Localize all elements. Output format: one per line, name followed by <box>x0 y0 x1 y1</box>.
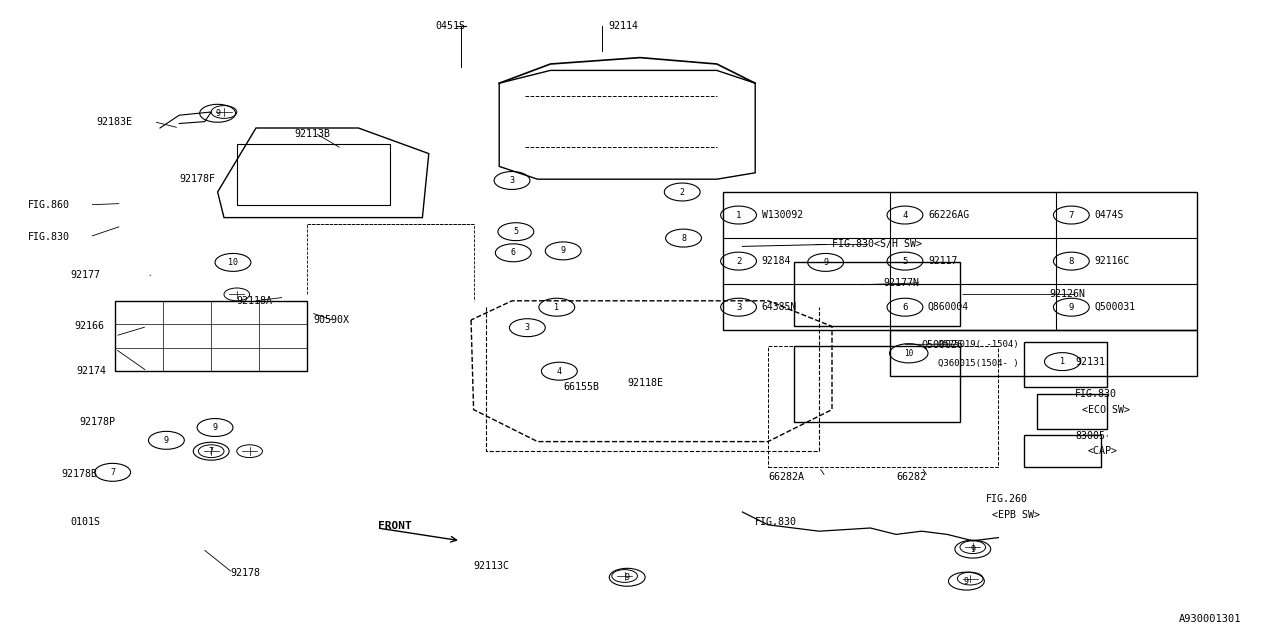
Bar <box>1037 394 1107 429</box>
Bar <box>723 192 1197 330</box>
Text: <CAP>: <CAP> <box>1088 446 1117 456</box>
Text: 1: 1 <box>736 211 741 220</box>
Text: 92177: 92177 <box>70 270 100 280</box>
Text: 92177N: 92177N <box>883 278 919 288</box>
Bar <box>237 144 390 205</box>
Text: 92117: 92117 <box>928 256 957 266</box>
Text: 8: 8 <box>1069 257 1074 266</box>
Text: 0451S: 0451S <box>435 20 465 31</box>
Text: FRONT: FRONT <box>378 521 411 531</box>
Text: Q500031: Q500031 <box>1094 302 1135 312</box>
Text: 8: 8 <box>681 234 686 243</box>
Text: FIG.830: FIG.830 <box>28 232 70 242</box>
Text: <ECO SW>: <ECO SW> <box>1082 404 1129 415</box>
Text: 3: 3 <box>509 176 515 185</box>
Text: 92113C: 92113C <box>474 561 509 572</box>
Bar <box>794 262 960 326</box>
Text: 10: 10 <box>904 349 914 358</box>
Text: 9: 9 <box>164 436 169 445</box>
Text: 92114: 92114 <box>608 20 637 31</box>
Text: 5: 5 <box>902 257 908 266</box>
Text: 92131: 92131 <box>1075 356 1105 367</box>
Text: 2: 2 <box>680 188 685 196</box>
Text: 64385N: 64385N <box>762 302 797 312</box>
Bar <box>1024 342 1107 387</box>
Text: 92116C: 92116C <box>1094 256 1130 266</box>
Text: 4: 4 <box>902 211 908 220</box>
Text: 1: 1 <box>1060 357 1065 366</box>
Text: 6: 6 <box>902 303 908 312</box>
Text: 10: 10 <box>228 258 238 267</box>
Text: 3: 3 <box>736 303 741 312</box>
Text: 7: 7 <box>209 447 214 456</box>
Text: 92183E: 92183E <box>96 116 132 127</box>
Text: 9: 9 <box>212 423 218 432</box>
Text: FIG.830: FIG.830 <box>1075 388 1117 399</box>
Text: 92126N: 92126N <box>1050 289 1085 300</box>
Text: 92118E: 92118E <box>627 378 663 388</box>
Text: 7: 7 <box>1069 211 1074 220</box>
Text: 1: 1 <box>554 303 559 312</box>
Text: 4: 4 <box>557 367 562 376</box>
Text: 9: 9 <box>970 545 975 554</box>
Text: 66282: 66282 <box>896 472 925 482</box>
Bar <box>794 346 960 422</box>
Text: 0101S: 0101S <box>70 516 100 527</box>
Text: 5: 5 <box>513 227 518 236</box>
Text: 92178P: 92178P <box>79 417 115 428</box>
Text: 83005: 83005 <box>1075 431 1105 442</box>
Text: 66155B: 66155B <box>563 382 599 392</box>
Text: 9: 9 <box>1069 303 1074 312</box>
Text: FIG.260: FIG.260 <box>986 494 1028 504</box>
Text: 7: 7 <box>110 468 115 477</box>
Text: 92174: 92174 <box>77 366 106 376</box>
Bar <box>115 301 307 371</box>
Text: 3: 3 <box>525 323 530 332</box>
Text: 92178F: 92178F <box>179 174 215 184</box>
Text: <EPB SW>: <EPB SW> <box>992 510 1039 520</box>
Text: 92184: 92184 <box>762 256 791 266</box>
Text: 9: 9 <box>215 109 220 118</box>
Text: W130092: W130092 <box>762 210 803 220</box>
Text: 2: 2 <box>736 257 741 266</box>
Text: Q500026: Q500026 <box>922 339 964 349</box>
Text: 90590X: 90590X <box>314 315 349 325</box>
Bar <box>1024 435 1101 467</box>
Text: A930001301: A930001301 <box>1179 614 1242 624</box>
Text: FIG.830<S/H SW>: FIG.830<S/H SW> <box>832 239 922 250</box>
Text: 92118A: 92118A <box>237 296 273 306</box>
Text: Q860004: Q860004 <box>928 302 969 312</box>
Bar <box>890 330 1197 376</box>
Text: 9: 9 <box>964 577 969 586</box>
Text: 0474S: 0474S <box>1094 210 1124 220</box>
Text: 9: 9 <box>561 246 566 255</box>
Text: 6: 6 <box>511 248 516 257</box>
Text: 9: 9 <box>823 258 828 267</box>
Text: FIG.860: FIG.860 <box>28 200 70 210</box>
Text: 92166: 92166 <box>74 321 104 332</box>
Text: 9: 9 <box>625 573 630 582</box>
Text: 92113B: 92113B <box>294 129 330 140</box>
Text: Q360015(1504- ): Q360015(1504- ) <box>938 359 1019 368</box>
Text: 66282A: 66282A <box>768 472 804 482</box>
Text: Q575019( -1504): Q575019( -1504) <box>938 340 1019 349</box>
Text: 66226AG: 66226AG <box>928 210 969 220</box>
Text: FIG.830: FIG.830 <box>755 516 797 527</box>
Text: 92178: 92178 <box>230 568 260 578</box>
Text: 92178B: 92178B <box>61 468 97 479</box>
